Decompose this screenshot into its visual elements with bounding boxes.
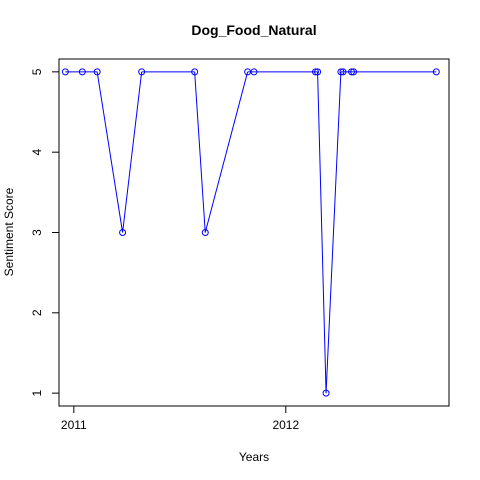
data-point: [78, 68, 86, 76]
x-axis-label: Years: [239, 450, 269, 464]
series-segment: [317, 71, 327, 394]
x-tick-label: 2012: [272, 418, 299, 432]
series-segment: [204, 71, 249, 233]
series-segment: [325, 71, 342, 394]
data-point: [314, 68, 322, 76]
chart-title: Dog_Food_Natural: [191, 22, 316, 38]
data-point: [93, 68, 101, 76]
data-point: [191, 68, 199, 76]
series-layer: [61, 68, 440, 397]
data-point: [311, 68, 319, 76]
plot-frame: [58, 58, 450, 407]
series-segment: [96, 71, 124, 233]
data-point: [348, 68, 355, 76]
y-tick-label: 1: [30, 389, 44, 396]
x-axis: 2011 2012: [61, 406, 299, 432]
data-point: [322, 389, 330, 397]
y-tick-label: 3: [30, 229, 44, 236]
data-point: [61, 68, 69, 76]
y-tick-label: 4: [30, 149, 44, 156]
series-segment: [122, 71, 143, 233]
data-point: [339, 68, 347, 76]
y-axis-label: Sentiment Score: [2, 187, 16, 276]
data-point: [250, 68, 258, 76]
y-axis: 1 2 3 4 5: [30, 68, 59, 396]
y-tick-label: 2: [30, 309, 44, 316]
data-point: [119, 229, 127, 236]
data-point: [337, 68, 345, 76]
series-segment: [194, 71, 206, 233]
data-point: [138, 68, 146, 76]
x-tick-label: 2011: [61, 418, 87, 432]
data-point: [350, 68, 358, 76]
data-point: [432, 68, 440, 76]
data-point: [201, 229, 209, 236]
y-tick-label: 5: [30, 68, 44, 75]
